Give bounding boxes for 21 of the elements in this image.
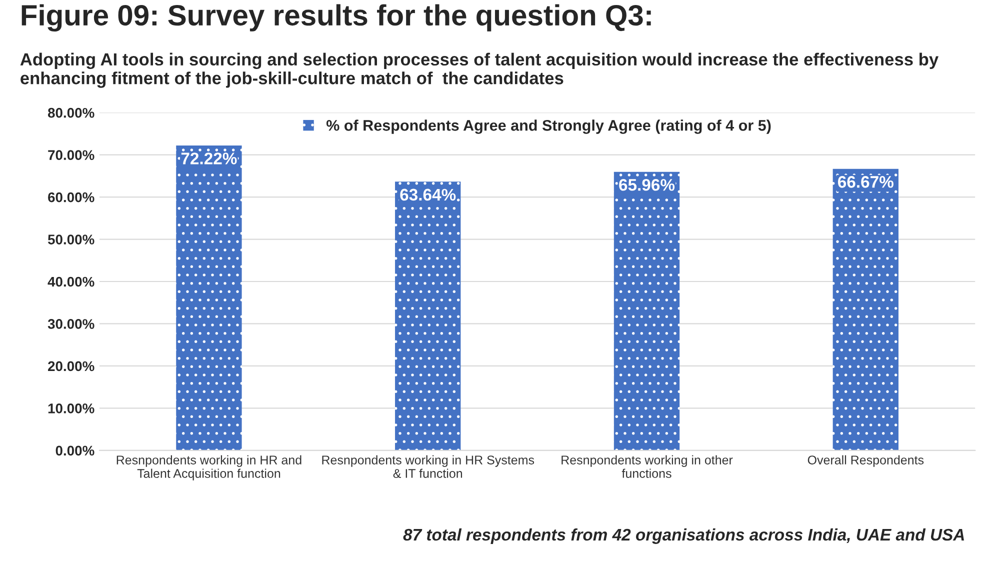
y-tick-label: 30.00% (48, 319, 94, 329)
y-tick-label: 70.00% (48, 150, 94, 160)
x-tick-label: Resnpondents working in other functions (562, 455, 733, 478)
y-tick-label: 10.00% (48, 404, 94, 414)
data-label: 72.22% (181, 152, 237, 164)
y-tick-label: 0.00% (56, 446, 94, 456)
text: 87 total respondents from 42 organisations across India, UAE and USA (403, 528, 964, 544)
y-tick-label: 20.00% (48, 361, 94, 372)
chart-title: Figure 09: Survey results for the question Q3: (22, 4, 651, 32)
y-tick-label: 50.00% (48, 234, 94, 244)
data-label: 63.64% (400, 188, 456, 201)
x-tick-label: Resnpondents working in HR Systems & IT function (322, 455, 534, 478)
legend-label: % of Respondents Agree and Strongly Agree (rating of 4 or 5) (326, 120, 771, 134)
x-tick-label: Resnpondents working in HR and Talent Acquisition function (116, 455, 302, 480)
y-tick-label: 80.00% (48, 108, 94, 118)
x-tick-label: Overall Respondents (808, 455, 924, 467)
data-label: 66.67% (838, 176, 894, 188)
y-tick-label: 40.00% (48, 276, 94, 287)
chart-subtitle: Adopting AI tools in sourcing and selection processes of talent acquisition would increase the effectiveness by enhancing fitment of the job-skill-culture match of the candidates (20, 52, 939, 88)
data-label: 65.96% (619, 179, 675, 191)
y-tick-label: 60.00% (48, 192, 94, 202)
